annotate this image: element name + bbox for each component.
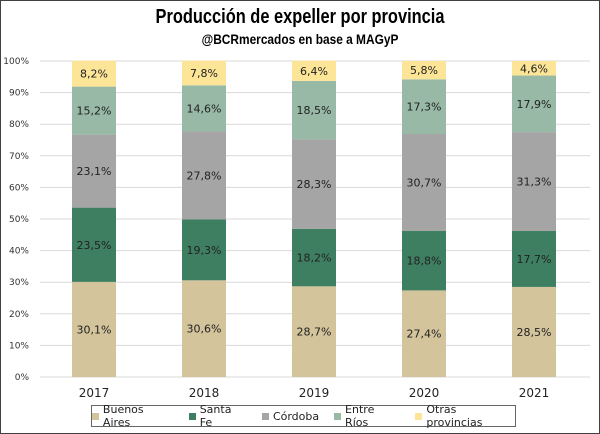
x-axis-ticks: 2017 2018 2019 2020 2021 xyxy=(79,386,550,400)
y-tick-label: 50% xyxy=(9,215,29,225)
legend-item: Entre Ríos xyxy=(334,403,400,429)
bar-segment xyxy=(72,60,116,87)
data-label: 18,5% xyxy=(297,104,332,117)
data-label: 17,3% xyxy=(407,101,442,114)
bar-segment xyxy=(402,231,446,291)
data-label: 4,6% xyxy=(520,62,548,75)
legend-item: Santa Fe xyxy=(188,403,247,429)
y-axis-ticks: 0% 10% 20% 30% 40% 50% 60% 70% 80% 90% 100% xyxy=(3,57,29,383)
y-tick-label: 10% xyxy=(9,341,29,351)
bar-segment xyxy=(512,75,556,133)
data-label: 5,8% xyxy=(410,64,438,77)
bar-segment xyxy=(292,139,336,229)
bar-segment xyxy=(292,228,336,287)
data-label: 6,4% xyxy=(300,65,328,78)
bar-segment xyxy=(182,131,226,220)
legend-item: Buenos Aires xyxy=(92,403,174,429)
chart-title: Producción de expeller por provincia xyxy=(155,6,445,28)
y-tick-label: 30% xyxy=(9,278,29,288)
data-label: 28,5% xyxy=(517,326,552,339)
bar-segment xyxy=(182,85,226,132)
legend-swatch xyxy=(188,412,196,420)
legend-item: Córdoba xyxy=(261,409,320,423)
legend-label: Santa Fe xyxy=(199,403,232,429)
data-label: 28,3% xyxy=(297,178,332,191)
chart-subtitle: @BCRmercados en base a MAGyP xyxy=(201,31,399,47)
y-tick-label: 60% xyxy=(9,183,29,193)
data-label: 23,1% xyxy=(77,165,112,178)
data-label: 30,6% xyxy=(187,323,222,336)
y-tick-label: 20% xyxy=(9,310,29,320)
legend-swatch xyxy=(92,412,99,420)
bar-segment xyxy=(292,60,336,81)
data-label: 19,3% xyxy=(187,244,222,257)
data-label: 18,2% xyxy=(297,252,332,265)
y-tick-label: 100% xyxy=(3,57,29,67)
data-label: 28,7% xyxy=(297,326,332,339)
data-label: 17,9% xyxy=(517,98,552,111)
data-label: 7,8% xyxy=(190,67,218,80)
bar-segment xyxy=(402,61,446,80)
legend: Buenos Aires Santa Fe Córdoba Entre Ríos Otr… xyxy=(91,403,516,429)
legend-label: Otras provincias xyxy=(426,403,483,429)
data-label: 30,7% xyxy=(407,177,442,190)
data-label: 17,7% xyxy=(517,253,552,266)
x-tick-label: 2019 xyxy=(299,386,330,400)
bar-segment xyxy=(292,80,336,140)
legend-item: Otras provincias xyxy=(415,403,515,429)
bar-segment xyxy=(72,281,116,377)
data-label: 27,4% xyxy=(407,328,442,341)
y-tick-label: 90% xyxy=(9,89,29,99)
bar-segment xyxy=(182,60,226,86)
data-label: 14,6% xyxy=(187,102,222,115)
y-tick-label: 0% xyxy=(15,373,30,383)
bar-segment xyxy=(512,286,556,377)
bar-segment xyxy=(402,290,446,377)
legend-label: Entre Ríos xyxy=(345,403,375,429)
data-labels: 30,1% 23,5% 23,1% 15,2% 8,2% 30,6% 19,3% 27,8% 1… xyxy=(77,62,552,340)
bar-segment xyxy=(72,207,116,282)
bar-segment xyxy=(402,133,446,232)
legend-label: Buenos Aires xyxy=(102,403,144,429)
data-label: 18,8% xyxy=(407,255,442,268)
bar-segment xyxy=(72,134,116,208)
y-tick-label: 80% xyxy=(9,120,29,130)
legend-swatch xyxy=(261,412,269,420)
bar-segment xyxy=(182,280,226,377)
bar-segment xyxy=(512,61,556,76)
y-tick-label: 40% xyxy=(9,247,29,257)
x-tick-label: 2021 xyxy=(519,386,550,400)
data-label: 23,5% xyxy=(77,239,112,252)
data-label: 30,1% xyxy=(77,323,112,336)
x-tick-label: 2020 xyxy=(409,386,440,400)
bar-segment xyxy=(512,231,556,287)
bar-segment xyxy=(512,132,556,232)
y-tick-label: 70% xyxy=(9,152,29,162)
data-label: 27,8% xyxy=(187,169,222,182)
x-tick-label: 2018 xyxy=(189,386,220,400)
x-tick-label: 2017 xyxy=(79,386,110,400)
bar-segment xyxy=(402,79,446,134)
bar-segment xyxy=(72,86,116,135)
data-label: 31,3% xyxy=(517,176,552,189)
bars xyxy=(72,60,556,377)
data-label: 8,2% xyxy=(80,68,108,81)
data-label: 15,2% xyxy=(77,105,112,118)
bar-segment xyxy=(292,286,336,377)
legend-swatch xyxy=(334,412,342,420)
legend-swatch xyxy=(415,412,423,420)
legend-label: Córdoba xyxy=(272,409,320,423)
bar-segment xyxy=(182,219,226,281)
